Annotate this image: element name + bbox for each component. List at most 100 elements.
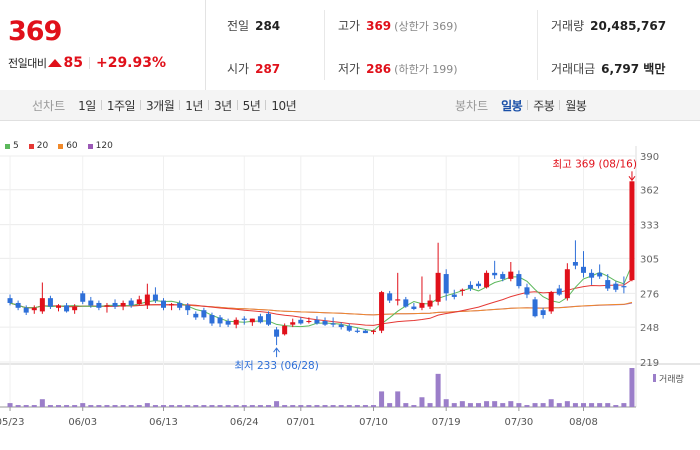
candle xyxy=(96,300,102,311)
candle xyxy=(177,300,183,311)
legend-ma5: 5 xyxy=(5,141,19,151)
tab-monthly[interactable]: 월봉 xyxy=(565,98,587,113)
volume-bar xyxy=(209,405,215,407)
candle xyxy=(492,260,498,279)
candle xyxy=(532,296,538,318)
candle-body xyxy=(55,305,62,308)
candle-body xyxy=(564,269,570,299)
x-tick-label: 05/23 xyxy=(0,417,24,428)
volume-value: 20,485,767 xyxy=(590,19,667,33)
candle-body xyxy=(387,293,393,301)
candle xyxy=(605,274,611,291)
candle-body xyxy=(621,286,627,288)
candle-body xyxy=(589,272,595,278)
legend-swatch xyxy=(5,143,10,149)
tab-period-3y[interactable]: 3년 xyxy=(213,98,232,113)
candle xyxy=(484,270,490,289)
candle xyxy=(411,302,417,311)
candle xyxy=(225,318,231,328)
candle xyxy=(241,316,247,325)
tab-period-1w[interactable]: 1주일 xyxy=(106,98,136,113)
x-tick-label: 06/24 xyxy=(230,417,259,428)
volume-bar xyxy=(411,405,417,407)
candle xyxy=(282,323,288,336)
candle xyxy=(265,311,272,326)
candle-body xyxy=(47,298,53,307)
ma20-line xyxy=(9,279,633,326)
x-tick-label: 07/01 xyxy=(286,417,315,428)
candle-body xyxy=(241,318,247,320)
change-row: 전일대비 85 +29.93% xyxy=(8,55,166,71)
prev-close-label: 전일 xyxy=(227,19,250,33)
candle xyxy=(387,290,393,303)
candle-body xyxy=(80,293,86,302)
tab-period-1d[interactable]: 1일 xyxy=(78,98,96,113)
volume-bar xyxy=(257,405,263,407)
y-tick-label: 248 xyxy=(640,323,659,334)
volume-bar xyxy=(88,405,94,407)
volume-bar xyxy=(72,405,78,407)
volume-bar xyxy=(387,403,393,407)
ma120-line xyxy=(9,302,633,316)
candle xyxy=(249,318,255,326)
change-percent: +29.93% xyxy=(95,55,167,71)
candle-body xyxy=(15,302,21,308)
legend-label: 60 xyxy=(66,141,78,151)
volume-bar xyxy=(540,403,546,407)
candle xyxy=(217,315,223,328)
volume-bar xyxy=(467,403,473,407)
tab-period-10y[interactable]: 10년 xyxy=(271,98,297,113)
x-tick-label: 07/10 xyxy=(359,417,388,428)
volume-bar xyxy=(362,405,368,407)
volume-bar xyxy=(484,401,490,407)
volume-bar xyxy=(282,405,288,407)
open-value: 287 xyxy=(255,62,281,76)
tab-weekly[interactable]: 주봉 xyxy=(533,98,555,113)
candle-body xyxy=(572,262,578,266)
tab-period-5y[interactable]: 5년 xyxy=(242,98,261,113)
candle xyxy=(379,290,385,334)
candle xyxy=(354,328,360,334)
x-tick-label: 07/30 xyxy=(504,417,533,428)
volume-bar xyxy=(31,405,37,407)
stat-prev-close: 전일 284 xyxy=(227,17,280,34)
chart-tab-bar: 선차트 1일 1주일 3개월 1년 3년 5년 10년 봉차트 일봉 주봉 월봉 xyxy=(0,90,700,121)
candle-body xyxy=(160,300,167,308)
candle-body xyxy=(330,323,336,325)
candle-body xyxy=(128,300,134,306)
volume-bar xyxy=(144,403,150,407)
candle xyxy=(516,270,522,289)
candle-body xyxy=(516,274,522,287)
candle xyxy=(128,298,134,308)
candle-body xyxy=(104,305,110,307)
tab-divider xyxy=(100,100,102,110)
tab-period-1y[interactable]: 1년 xyxy=(185,98,203,113)
candle xyxy=(136,295,142,306)
candle xyxy=(621,276,627,294)
candle-body xyxy=(532,299,538,317)
candle-body xyxy=(152,294,158,301)
volume-bar xyxy=(185,405,191,407)
volume-bar xyxy=(225,405,231,407)
volume-bar xyxy=(64,405,70,407)
ma60-line xyxy=(9,301,633,316)
candle-body xyxy=(249,318,255,323)
volume-bar xyxy=(96,405,102,407)
tab-period-3m[interactable]: 3개월 xyxy=(146,98,175,113)
legend-ma120: 120 xyxy=(87,141,113,151)
tab-divider xyxy=(179,100,181,110)
legend-swatch xyxy=(87,143,93,149)
volume-bar xyxy=(443,399,449,407)
candle-body xyxy=(613,283,619,290)
legend-swatch xyxy=(28,143,34,149)
candle-body xyxy=(484,272,490,288)
candle-body xyxy=(209,315,215,324)
legend-label: 120 xyxy=(95,141,113,151)
period-tabs: 선차트 1일 1주일 3개월 1년 3년 5년 10년 xyxy=(32,90,301,120)
volume-bar xyxy=(177,405,183,407)
tab-daily[interactable]: 일봉 xyxy=(501,98,523,113)
candle xyxy=(185,302,191,316)
volume-bar xyxy=(217,405,223,407)
volume-bar xyxy=(475,403,482,407)
